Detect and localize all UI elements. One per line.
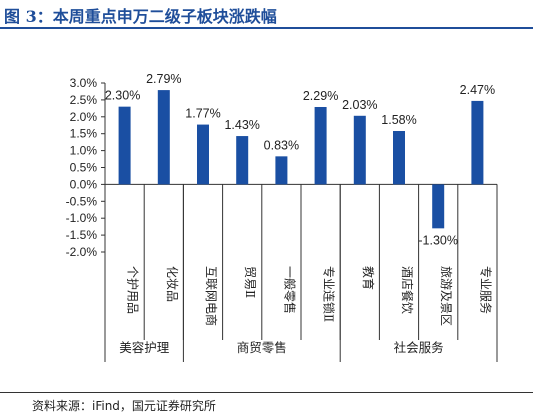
group-label: 社会服务 <box>394 340 444 355</box>
group-label: 美容护理 <box>119 340 170 355</box>
y-tick-label: -1.0% <box>66 211 98 225</box>
title-divider <box>0 27 533 29</box>
bar <box>432 184 445 229</box>
y-tick-label: 0.0% <box>70 177 98 191</box>
category-label: 个护用品 <box>126 266 140 314</box>
group-label: 商贸零售 <box>237 340 287 355</box>
data-label: 1.58% <box>381 113 416 127</box>
data-label: 2.03% <box>342 98 377 112</box>
bar <box>353 115 366 185</box>
data-label: 2.79% <box>146 72 181 86</box>
data-label: 1.77% <box>185 107 220 121</box>
bar <box>314 106 327 185</box>
category-label: 酒店餐饮 <box>400 266 415 314</box>
y-tick-label: -2.0% <box>66 245 98 259</box>
y-tick-label: 3.0% <box>70 76 98 90</box>
y-tick-label: 2.0% <box>70 110 98 124</box>
bar <box>118 106 131 185</box>
data-label: 0.83% <box>264 138 299 152</box>
bar <box>197 124 209 185</box>
category-label: 旅游及景区 <box>439 266 453 326</box>
footer-divider <box>0 392 533 393</box>
bar <box>236 136 249 185</box>
y-tick-label: -0.5% <box>66 194 98 208</box>
data-label: 2.47% <box>460 83 495 97</box>
bar <box>393 130 405 185</box>
y-tick-label: 2.5% <box>70 93 98 107</box>
category-label: 专业服务 <box>478 266 493 314</box>
category-label: 专业连锁Ⅱ <box>322 266 337 322</box>
data-label: 1.43% <box>224 118 259 132</box>
category-label: 互联网电商 <box>204 266 219 326</box>
y-tick-label: 1.5% <box>70 127 98 141</box>
data-label: -1.30% <box>418 233 458 247</box>
category-label: 教育 <box>361 266 376 290</box>
data-label: 2.29% <box>303 89 338 103</box>
category-label: 一般零售 <box>282 266 297 314</box>
category-label: 化妆品 <box>165 266 179 302</box>
figure-title: 图 3：本周重点申万二级子板块涨跌幅 <box>4 7 277 26</box>
bar <box>471 100 484 185</box>
category-label: 贸易Ⅱ <box>243 266 257 298</box>
y-tick-label: 0.5% <box>70 161 98 175</box>
y-tick-label: 1.0% <box>70 144 98 158</box>
bar <box>275 156 288 185</box>
y-tick-label: -1.5% <box>66 228 98 242</box>
bar <box>157 90 170 185</box>
source-note: 资料来源：iFind，国元证券研究所 <box>32 399 216 413</box>
data-label: 2.30% <box>105 89 140 103</box>
